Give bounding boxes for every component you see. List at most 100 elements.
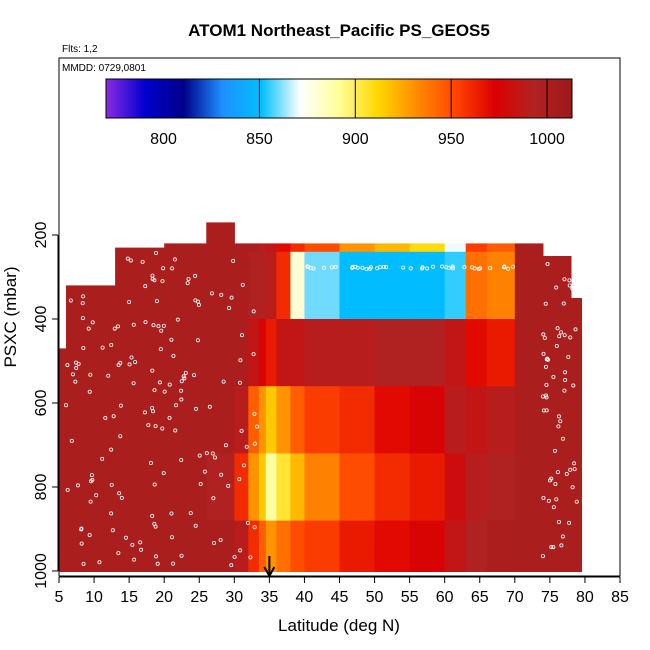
heatmap-cell [339, 243, 376, 253]
heatmap-cell [164, 319, 207, 387]
observation-point [551, 375, 556, 380]
observation-point [559, 543, 564, 548]
heatmap-cell [542, 386, 572, 454]
observation-point [167, 382, 172, 387]
observation-point [132, 557, 137, 562]
observation-point [94, 493, 99, 498]
observation-point [574, 499, 579, 504]
observation-point [401, 265, 406, 270]
observation-point [378, 265, 383, 270]
heatmap-cell [206, 386, 235, 454]
observation-point [554, 285, 559, 290]
observation-point [182, 376, 187, 381]
heatmap-cell [115, 251, 165, 320]
observation-point [193, 406, 198, 411]
observation-point [64, 403, 69, 408]
heatmap-cell [444, 520, 467, 573]
observation-point [148, 461, 153, 466]
observation-point [425, 266, 430, 271]
heatmap-cell [486, 319, 516, 387]
observation-point [244, 444, 249, 449]
heatmap-cell [234, 453, 249, 522]
observation-point [167, 415, 172, 420]
heatmap-cell [66, 520, 116, 573]
heatmap-cell [570, 520, 583, 573]
observation-point [150, 513, 155, 518]
heatmap-cell [542, 319, 572, 387]
observation-point [131, 322, 136, 327]
observation-point [561, 301, 566, 306]
x-tick-label: 55 [401, 589, 419, 606]
observation-point [488, 266, 493, 271]
observation-point [88, 372, 93, 377]
observation-point [196, 302, 201, 307]
observation-point [355, 265, 360, 270]
heatmap-cell [374, 386, 411, 454]
observation-point [559, 330, 564, 335]
observation-point [90, 320, 95, 325]
heatmap-cell [164, 453, 207, 522]
heatmap-cell [115, 247, 165, 253]
x-tick-label: 10 [85, 589, 103, 606]
observation-point [557, 519, 562, 524]
observation-point [87, 389, 92, 394]
y-tick-label: 1000 [33, 553, 50, 589]
observation-point [87, 532, 92, 537]
observation-point [545, 262, 550, 267]
observation-point [146, 423, 151, 428]
observation-point [151, 323, 156, 328]
observation-point [74, 366, 79, 371]
heatmap-cell [374, 453, 411, 522]
heatmap-cell [234, 386, 249, 454]
heatmap-cell [409, 251, 446, 320]
heatmap-cell [66, 285, 116, 320]
chart-title: ATOM1 Northeast_Pacific PS_GEOS5 [188, 21, 490, 40]
observation-point [179, 379, 184, 384]
observation-point [150, 276, 155, 281]
observation-point [139, 547, 144, 552]
heatmap-cell [258, 453, 267, 522]
observation-point [541, 495, 546, 500]
observation-point [567, 283, 572, 288]
observation-point [109, 343, 114, 348]
observation-point [65, 363, 70, 368]
observation-point [229, 563, 234, 568]
observation-point [555, 470, 560, 475]
observation-point [179, 457, 184, 462]
observation-point [568, 467, 573, 472]
observation-point [221, 379, 226, 384]
heatmap-cell [465, 251, 488, 320]
observation-point [333, 264, 338, 269]
observation-point [179, 388, 184, 393]
observation-point [570, 286, 575, 291]
observation-point [131, 381, 136, 386]
observation-point [174, 403, 179, 408]
observation-point [551, 505, 556, 510]
heatmap-cell [115, 386, 165, 454]
observation-point [557, 334, 562, 339]
heatmap-cell [304, 251, 341, 320]
heatmap-cell [465, 520, 488, 573]
observation-point [364, 267, 369, 272]
observation-point [69, 438, 74, 443]
observation-point [382, 264, 387, 269]
observation-point [251, 309, 256, 314]
colorbar-ticks: 800 850 900 950 1000 [150, 79, 565, 148]
observation-point [106, 373, 111, 378]
heatmap-cell [444, 319, 467, 387]
x-tick-label: 40 [296, 589, 314, 606]
heatmap-cell [339, 251, 376, 320]
heatmap-cell [542, 520, 572, 573]
observation-point [169, 511, 174, 516]
heatmap-cell [59, 520, 67, 573]
heatmap-cell [514, 453, 544, 522]
heatmap-cell [206, 251, 235, 320]
observation-point [420, 265, 425, 270]
observation-point [100, 456, 105, 461]
x-tick-label: 50 [366, 589, 384, 606]
observation-point [74, 360, 79, 365]
heatmap-cell [374, 520, 411, 573]
heatmap-cell [409, 243, 446, 253]
x-tick-label: 85 [611, 589, 629, 606]
